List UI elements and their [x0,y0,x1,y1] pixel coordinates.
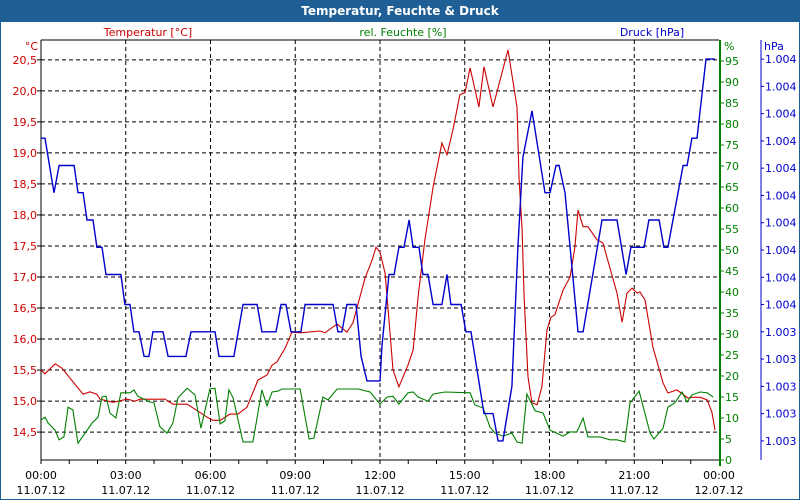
pressure-tick-label: 1.003 [765,435,797,448]
pressure-tick-label: 1.003 [765,326,797,339]
pressure-tick-label: 1.003 [765,408,797,421]
x-tick-date: 11.07.12 [101,484,150,497]
humidity-tick-label: 35 [725,307,739,320]
humidity-tick-label: 0 [725,454,732,467]
x-tick-date: 11.07.12 [17,484,66,497]
humidity-tick-label: 45 [725,265,739,278]
pressure-tick-label: 1.004 [765,80,797,93]
temperature-tick-label: 19,0 [13,147,38,160]
legend-humidity: rel. Feuchte [%] [359,26,446,39]
humidity-tick-label: 90 [725,76,739,89]
temperature-tick-label: 15,0 [13,395,38,408]
x-tick-time: 06:00 [195,469,227,482]
x-tick-time: 21:00 [618,469,650,482]
temperature-tick-label: 16,5 [13,302,38,315]
pressure-tick-label: 1.004 [765,189,797,202]
x-tick-date: 11.07.12 [610,484,659,497]
chart-title: Temperatur, Feuchte & Druck [1,1,799,22]
humidity-tick-label: 80 [725,118,739,131]
x-tick-time: 12:00 [364,469,396,482]
series-line-temperature [40,49,716,431]
x-tick-time: 03:00 [110,469,142,482]
pressure-tick-label: 1.004 [765,135,797,148]
pressure-unit: hPa [764,40,784,53]
pressure-tick-label: 1.003 [765,353,797,366]
humidity-tick-label: 5 [725,433,732,446]
temperature-tick-label: 14,5 [13,426,38,439]
temperature-tick-label: 17,5 [13,240,38,253]
temperature-unit: °C [25,40,39,53]
temperature-tick-label: 20,5 [13,54,38,67]
temperature-tick-label: 16,0 [13,333,38,346]
humidity-tick-label: 75 [725,139,739,152]
humidity-tick-label: 55 [725,223,739,236]
x-tick-time: 15:00 [449,469,481,482]
temperature-tick-label: 18,0 [13,209,38,222]
humidity-tick-label: 70 [725,160,739,173]
x-tick-date: 11.07.12 [356,484,405,497]
pressure-tick-label: 1.004 [765,217,797,230]
x-tick-time: 00:00 [25,469,57,482]
x-tick-date: 11.07.12 [440,484,489,497]
x-tick-time: 09:00 [279,469,311,482]
series-line-pressure [41,58,715,442]
legend-temperature: Temperatur [°C] [103,26,192,39]
x-tick-date: 12.07.12 [695,484,744,497]
x-tick-date: 11.07.12 [271,484,320,497]
humidity-tick-label: 40 [725,286,739,299]
humidity-tick-label: 60 [725,202,739,215]
pressure-tick-label: 1.004 [765,162,797,175]
temperature-tick-label: 20,0 [13,85,38,98]
humidity-tick-label: 50 [725,244,739,257]
x-tick-date: 11.07.12 [525,484,574,497]
pressure-tick-label: 1.004 [765,108,797,121]
legend-pressure: Druck [hPa] [620,26,684,39]
humidity-tick-label: 95 [725,55,739,68]
temperature-tick-label: 17,0 [13,271,38,284]
humidity-tick-label: 85 [725,97,739,110]
x-tick-time: 18:00 [534,469,566,482]
x-tick-time: 00:00 [703,469,735,482]
humidity-tick-label: 30 [725,328,739,341]
temperature-tick-label: 15,5 [13,364,38,377]
pressure-tick-label: 1.004 [765,244,797,257]
humidity-tick-label: 20 [725,370,739,383]
temperature-tick-label: 19,5 [13,116,38,129]
temperature-tick-label: 18,5 [13,178,38,191]
pressure-tick-label: 1.004 [765,53,797,66]
pressure-tick-label: 1.003 [765,380,797,393]
humidity-tick-label: 15 [725,391,739,404]
pressure-tick-label: 1.004 [765,271,797,284]
humidity-unit: % [724,40,734,53]
x-tick-date: 11.07.12 [186,484,235,497]
humidity-tick-label: 25 [725,349,739,362]
humidity-tick-label: 65 [725,181,739,194]
series-line-humidity [40,387,714,445]
humidity-tick-label: 10 [725,412,739,425]
pressure-tick-label: 1.004 [765,299,797,312]
